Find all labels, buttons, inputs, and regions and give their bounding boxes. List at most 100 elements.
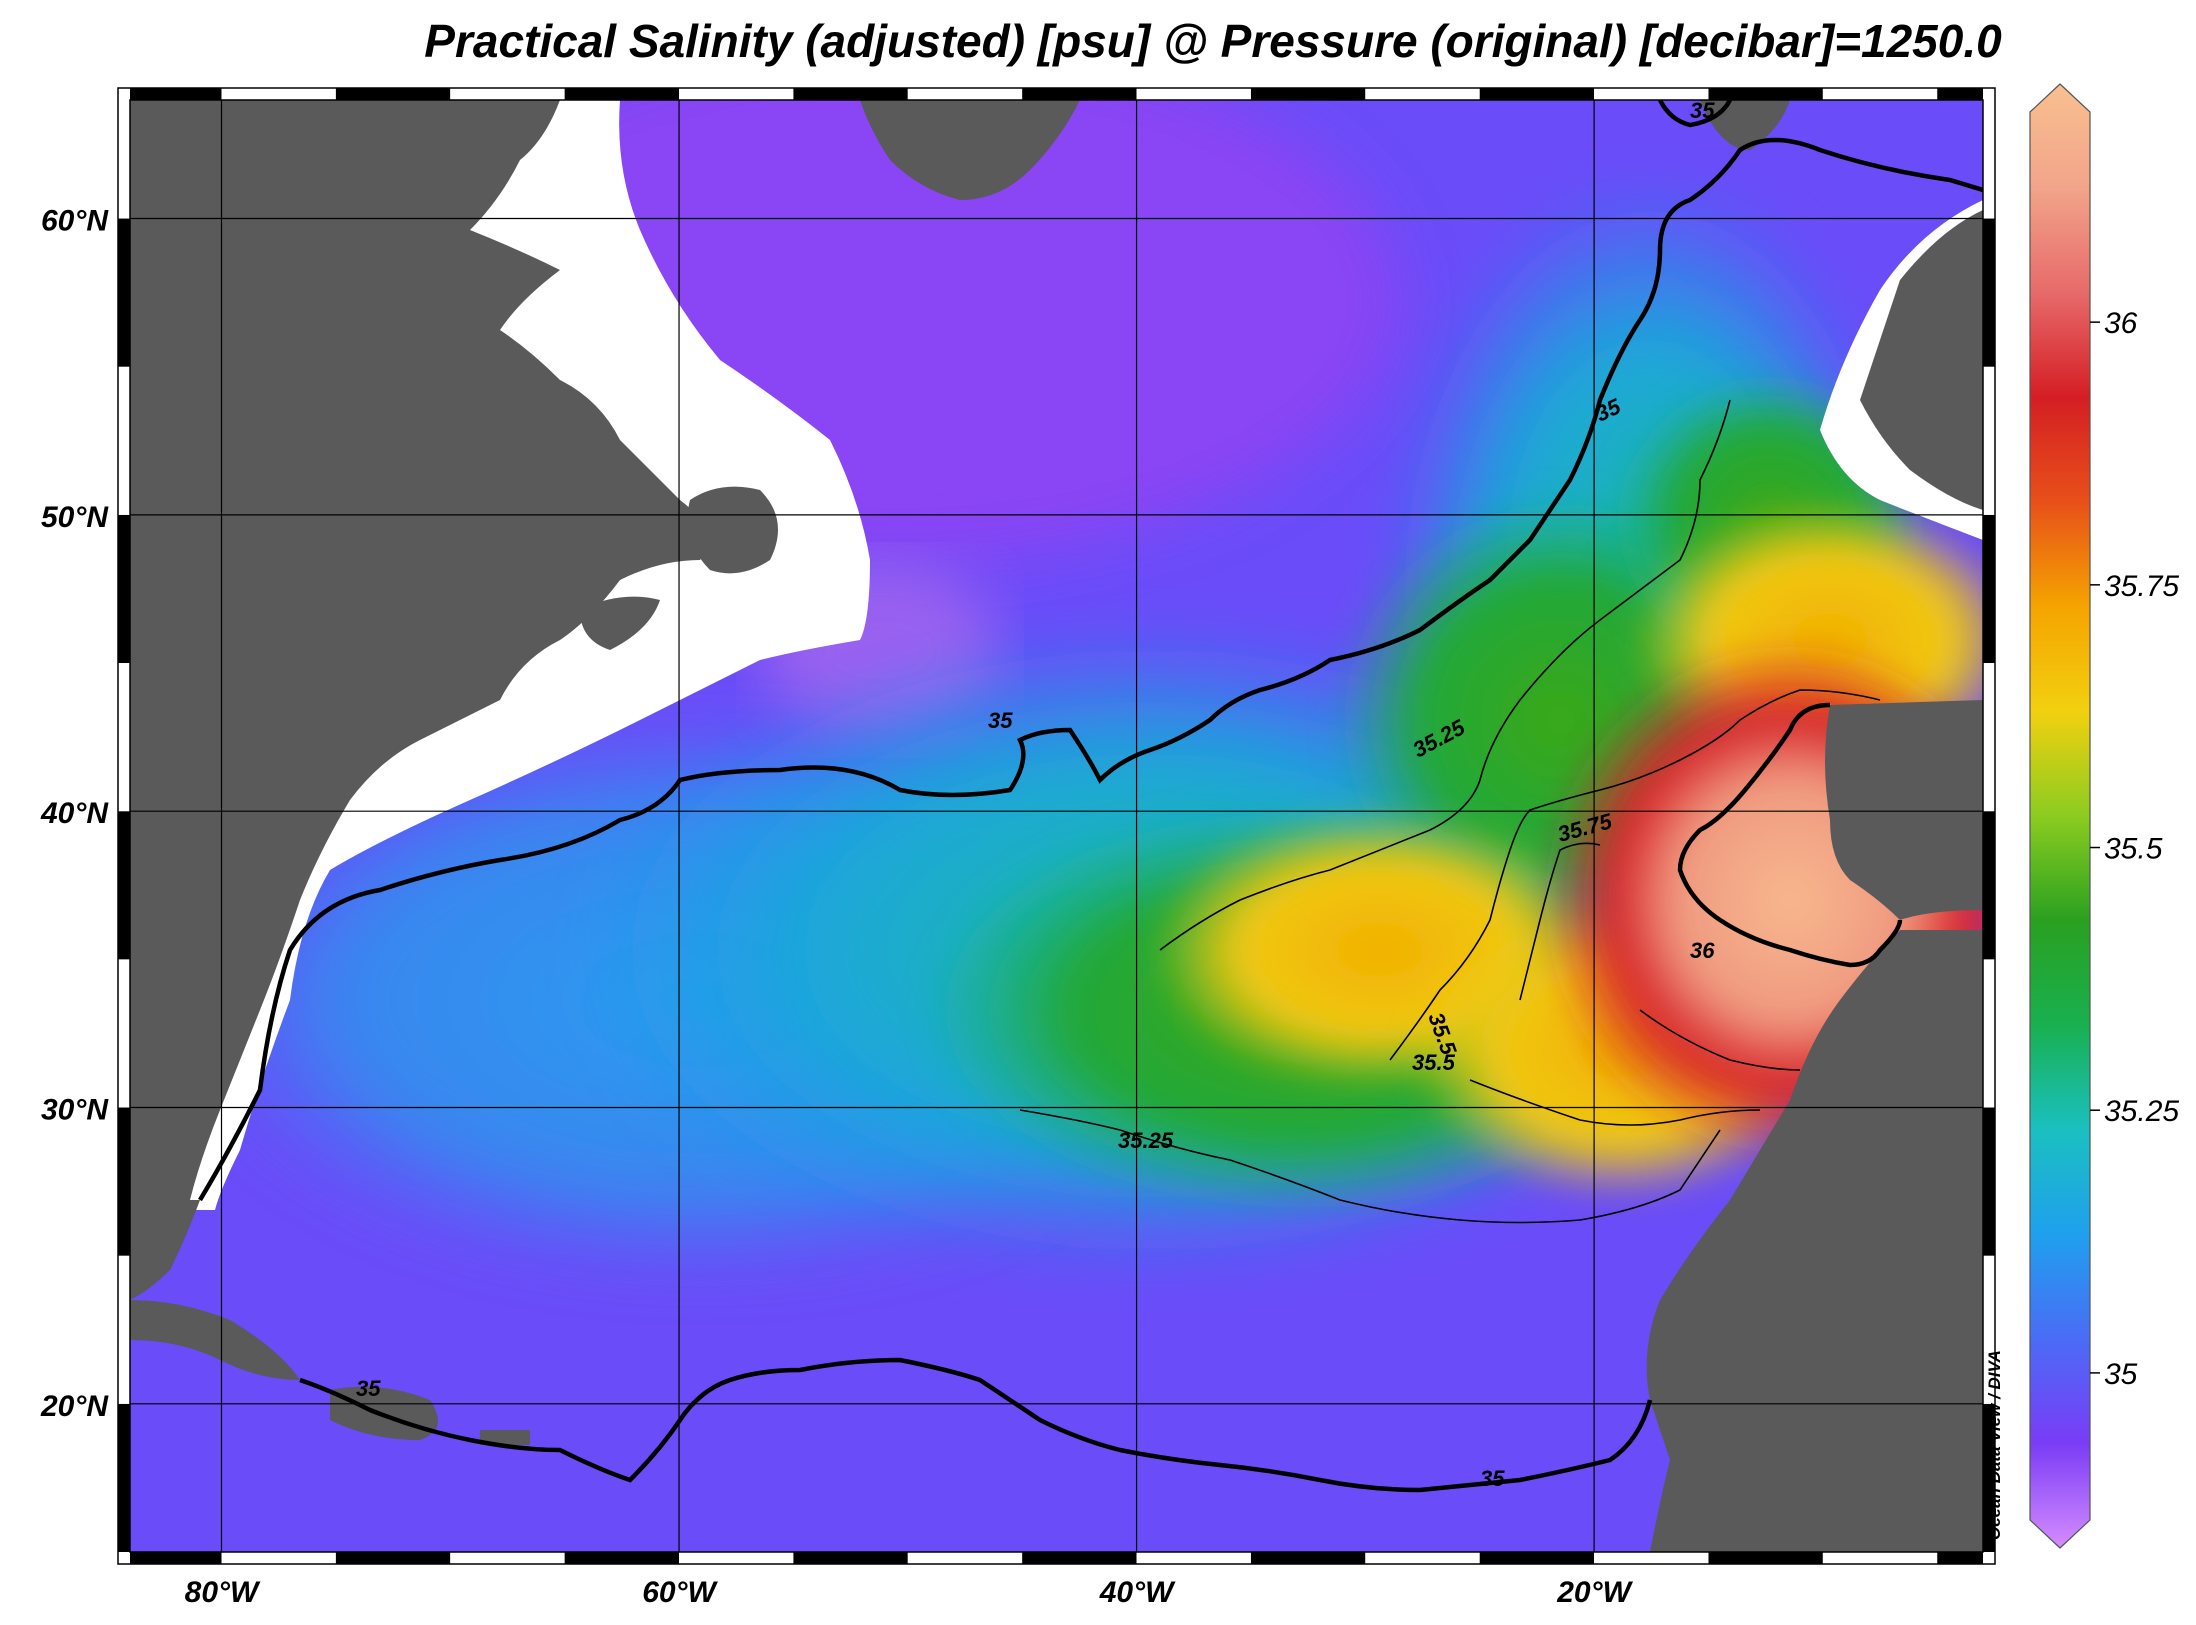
contour-label: 35.25 <box>1118 1128 1174 1153</box>
land-british-isles <box>1860 210 1983 510</box>
contour-lines <box>198 100 1983 1493</box>
contour-36 <box>1677 702 1903 968</box>
contour-35-25 <box>1019 399 1731 1224</box>
frame-segment <box>1983 1403 1995 1552</box>
frame-segment <box>130 88 222 100</box>
frame-segment <box>1983 514 1995 664</box>
frame-segment <box>221 88 336 100</box>
frame-segment <box>1983 218 1995 367</box>
land-newfoundland <box>687 486 778 574</box>
colorbar: 35 35.25 35.5 35.75 36 <box>2029 83 2179 1549</box>
colorbar-tick-label: 35.5 <box>2104 833 2163 866</box>
colorbar-ticks: 35 35.25 35.5 35.75 36 <box>2090 307 2179 1391</box>
frame-segment <box>1708 88 1823 100</box>
frame-segment <box>564 1552 680 1564</box>
land-southeast-us <box>130 1200 200 1300</box>
frame-segment <box>1983 959 1995 1108</box>
frame-segment <box>118 1403 130 1552</box>
plot-border <box>129 99 1984 1553</box>
frame-segment <box>1136 1552 1251 1564</box>
frame-segment <box>1983 1255 1995 1404</box>
frame-segment <box>1594 88 1709 100</box>
frame-segment <box>1822 1552 1938 1564</box>
frame-segment <box>679 1552 794 1564</box>
frame-segment <box>118 100 130 219</box>
frame-segment <box>1983 1107 1995 1256</box>
frame-segment <box>1594 1552 1709 1564</box>
contour-label: 35 <box>988 708 1013 733</box>
frame-segment <box>1022 88 1137 100</box>
contour-label: 35.5 <box>1412 1050 1456 1075</box>
frame-segment <box>1250 88 1366 100</box>
frame-segment <box>118 663 130 812</box>
land-cuba <box>130 1300 300 1380</box>
frame-segment <box>1822 88 1938 100</box>
frame-segment <box>907 88 1023 100</box>
frame-segment <box>1983 366 1995 515</box>
frame-segment <box>130 1552 222 1564</box>
contour-35-5 <box>1389 689 1881 1126</box>
lon-tick-label: 20°W <box>1556 1576 1633 1609</box>
frame-segment <box>793 88 908 100</box>
frame-segment <box>1022 1552 1137 1564</box>
frame-segment <box>118 218 130 367</box>
frame-segment <box>564 88 680 100</box>
land-greenland <box>860 100 1080 200</box>
frame-segment <box>793 1552 908 1564</box>
land-puerto-rico <box>480 1430 530 1445</box>
land-nova-scotia <box>580 596 660 650</box>
lon-tick-label: 80°W <box>185 1576 261 1609</box>
map-frame <box>117 87 1996 1565</box>
land-masses <box>130 100 1983 1552</box>
colorbar-tick-label: 35 <box>2104 1358 2138 1391</box>
contour-35-south <box>299 1357 1653 1493</box>
frame-segment <box>450 88 565 100</box>
lat-tick-label: 60°N <box>41 205 109 238</box>
map-title: Practical Salinity (adjusted) [psu] @ Pr… <box>424 15 2002 67</box>
contour-35-top <box>1657 100 1733 128</box>
frame-segment <box>335 1552 451 1564</box>
frame-segment <box>1937 88 1983 100</box>
land-iberia <box>1825 700 1983 920</box>
frame-segment <box>118 1255 130 1404</box>
frame-segment <box>221 1552 336 1564</box>
contour-label: 35 <box>1690 98 1715 123</box>
contour-label: 36 <box>1690 938 1715 963</box>
graticule <box>130 100 1983 1552</box>
frame-segment <box>1250 1552 1366 1564</box>
frame-segment <box>1708 1552 1823 1564</box>
frame-segment <box>118 1107 130 1256</box>
lat-tick-label: 50°N <box>41 501 109 534</box>
lat-tick-label: 30°N <box>41 1094 109 1127</box>
colorbar-body <box>2029 83 2091 1549</box>
lon-axis-labels: 80°W 60°W 40°W 20°W <box>185 1576 1634 1609</box>
frame-segment <box>118 811 130 960</box>
frame-segment <box>679 88 794 100</box>
frame-segment <box>1479 1552 1595 1564</box>
land-north-america <box>130 100 707 1200</box>
frame-segment <box>1937 1552 1983 1564</box>
frame-segment <box>1365 1552 1480 1564</box>
frame-segment <box>118 959 130 1108</box>
frame-segment <box>118 366 130 515</box>
lon-tick-label: 40°W <box>1099 1576 1176 1609</box>
colorbar-tick-label: 35.75 <box>2104 570 2179 603</box>
lat-tick-label: 40°N <box>40 797 109 830</box>
land-africa <box>1646 930 1983 1552</box>
frame-segment <box>1983 811 1995 960</box>
frame-segment <box>335 88 451 100</box>
salinity-field <box>130 100 1983 1552</box>
frame-segment <box>1365 88 1480 100</box>
frame-segment <box>450 1552 565 1564</box>
credit-text: Ocean Data View / DIVA <box>1985 1350 2004 1540</box>
frame-segment <box>1136 88 1251 100</box>
frame-segment <box>1983 663 1995 812</box>
contour-35-75 <box>1519 842 1801 1071</box>
lat-axis-labels: 20°N 30°N 40°N 50°N 60°N <box>40 205 109 1423</box>
lat-tick-label: 20°N <box>40 1390 109 1423</box>
colorbar-tick-label: 36 <box>2104 307 2138 340</box>
contour-35-main <box>198 137 1983 1202</box>
frame-border <box>117 87 1996 1565</box>
colorbar-tick-label: 35.25 <box>2104 1095 2179 1128</box>
